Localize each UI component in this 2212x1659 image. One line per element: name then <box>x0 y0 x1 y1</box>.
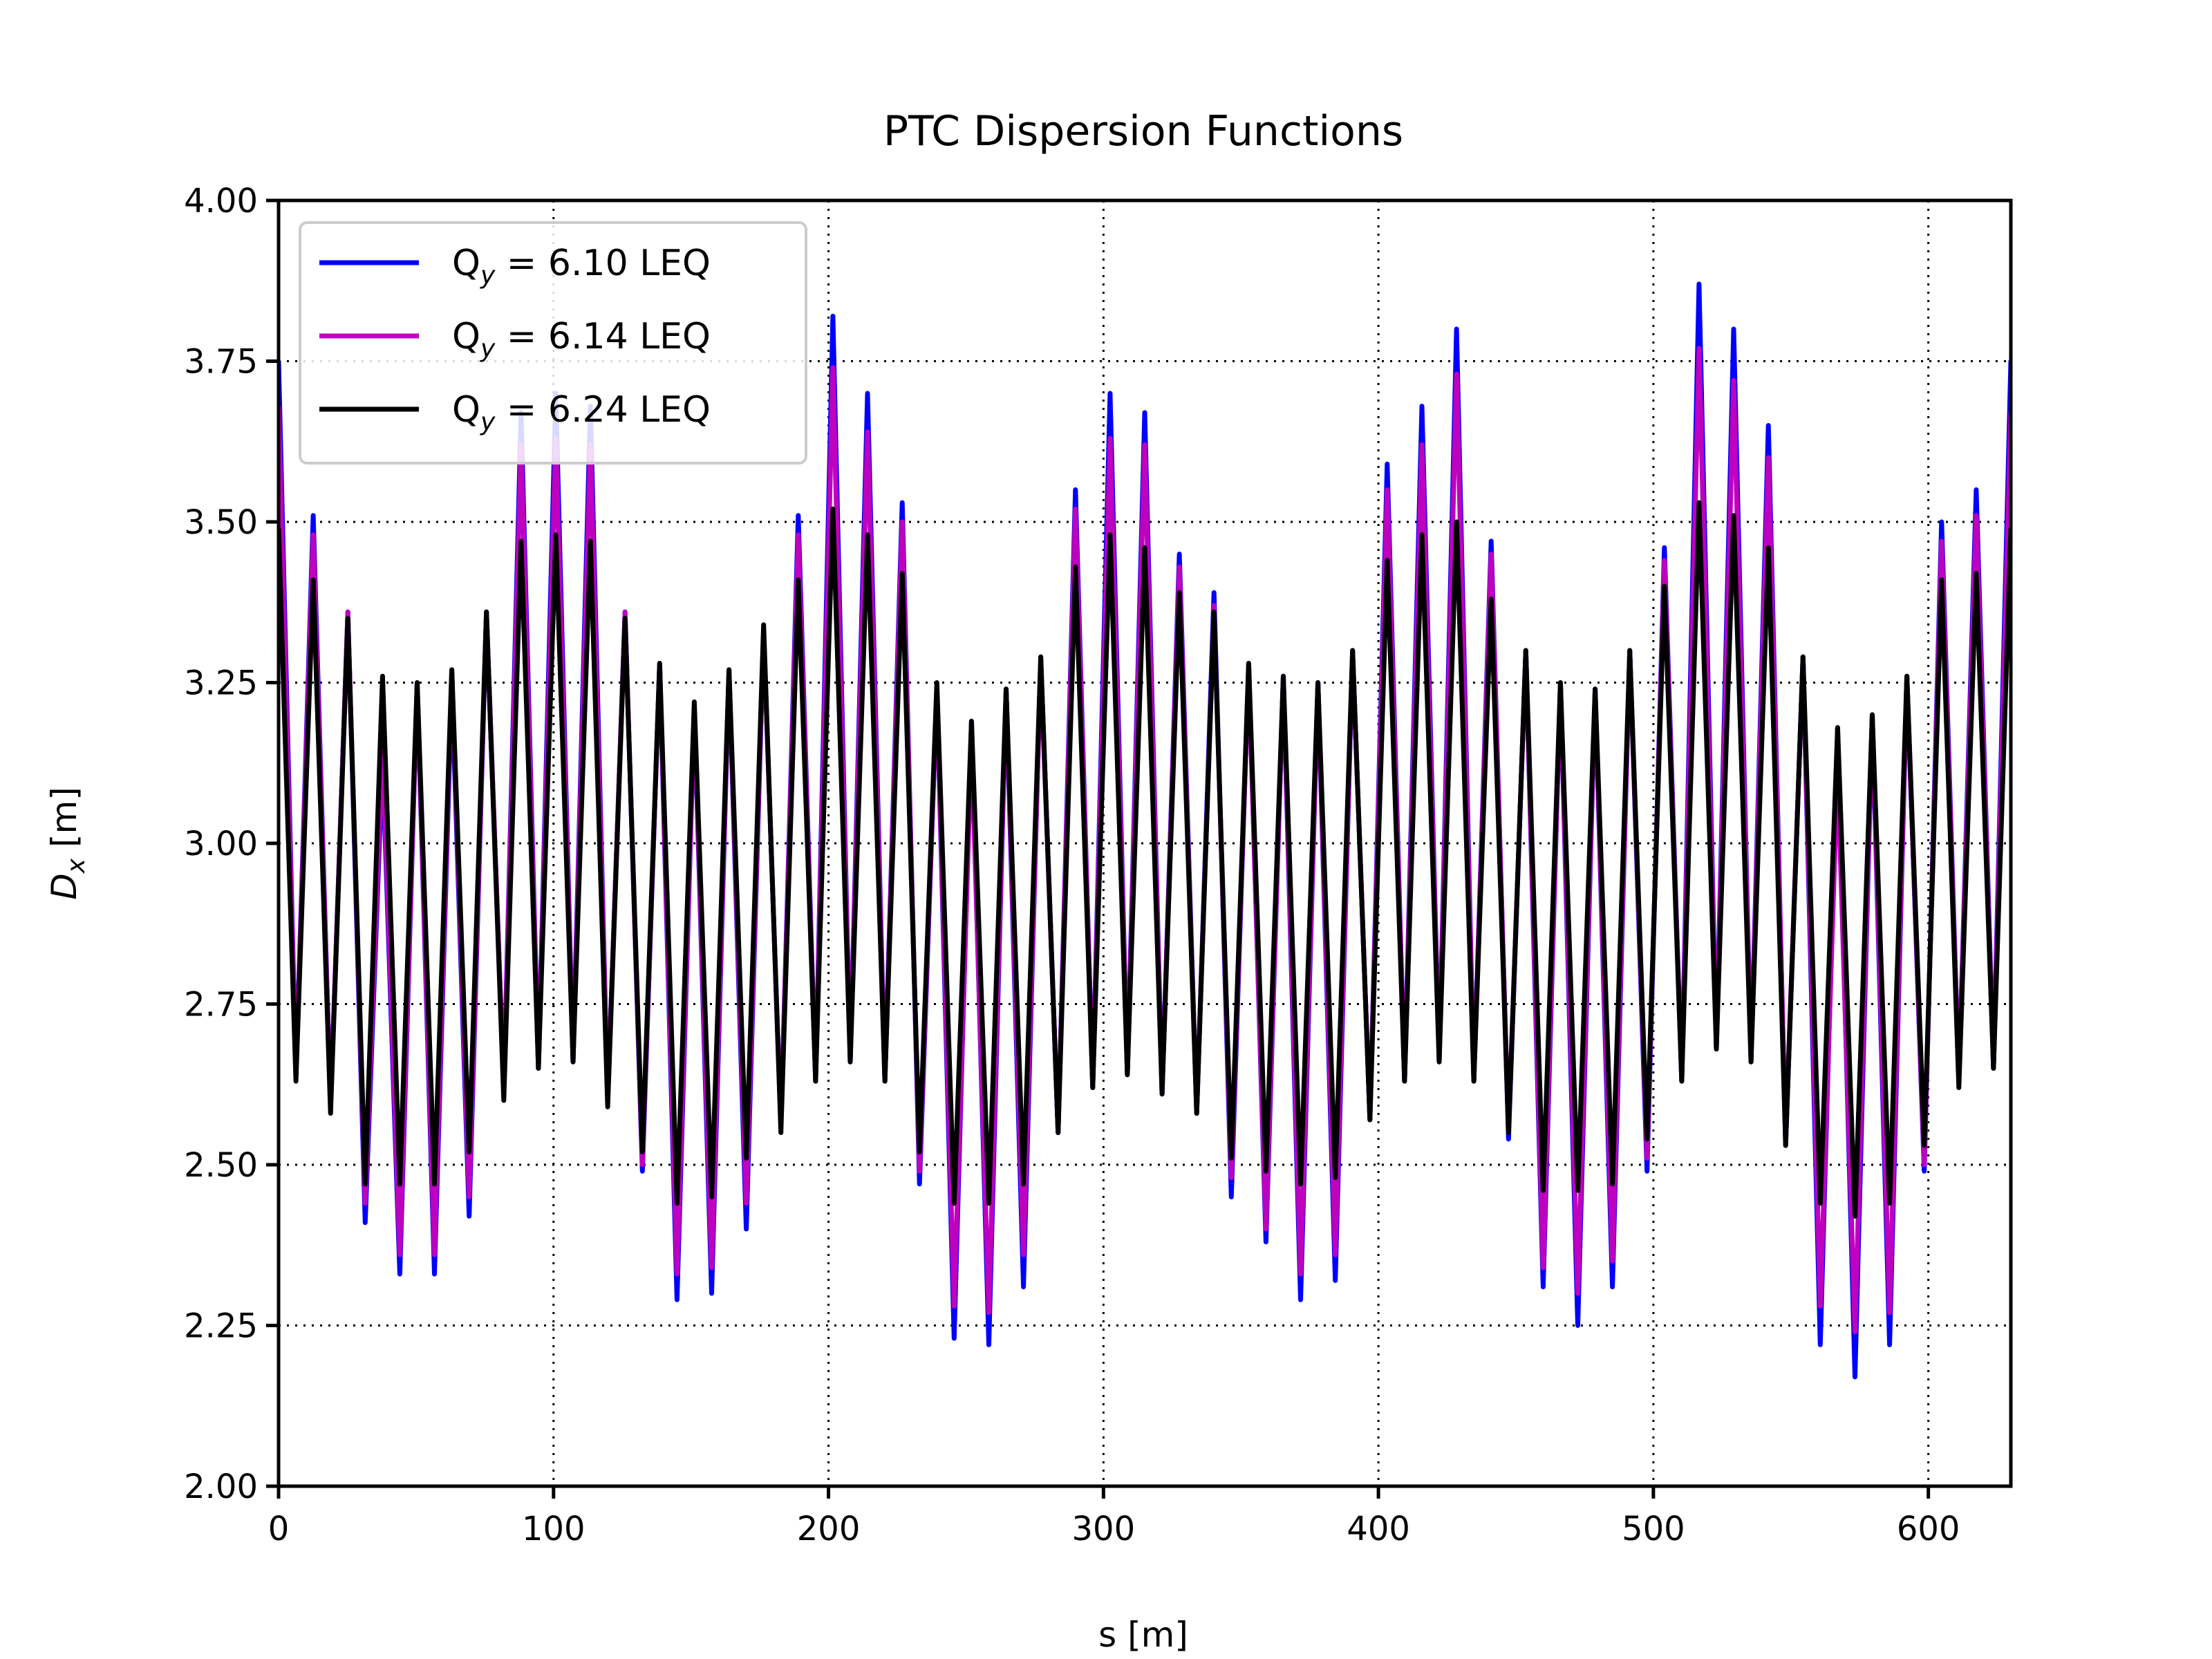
y-tick-label: 2.25 <box>184 1307 258 1346</box>
y-tick-label: 2.75 <box>184 986 258 1024</box>
y-tick-label: 2.50 <box>184 1146 258 1185</box>
y-axis-label-unit: [m] <box>44 787 84 859</box>
x-tick-label: 300 <box>1072 1510 1136 1548</box>
x-axis-ticks: 0 100 200 300 400 500 600 <box>268 1486 1960 1548</box>
y-axis-label-sub: x <box>62 858 91 874</box>
y-axis-label: Dx [m] <box>44 787 91 899</box>
x-tick-label: 500 <box>1622 1510 1685 1548</box>
y-tick-label: 3.75 <box>184 343 258 382</box>
x-tick-label: 600 <box>1897 1510 1960 1548</box>
y-tick-label: 3.00 <box>184 825 258 863</box>
legend-entry-rest: = 6.10 LEQ <box>495 243 711 284</box>
legend-entry-sub: y <box>480 261 496 290</box>
legend-entry-rest: = 6.24 LEQ <box>495 389 711 431</box>
legend-entry-label: Qy = 6.24 LEQ <box>452 389 711 436</box>
legend-entry-base: Q <box>452 316 480 357</box>
x-tick-label: 100 <box>522 1510 585 1548</box>
chart-title: PTC Dispersion Functions <box>883 107 1403 156</box>
series-line <box>279 500 2011 1219</box>
legend-entry-label: Qy = 6.14 LEQ <box>452 316 711 363</box>
legend-entry-rest: = 6.14 LEQ <box>495 316 711 357</box>
y-tick-label: 3.50 <box>184 503 258 542</box>
y-tick-label: 4.00 <box>184 182 258 221</box>
legend-entry-base: Q <box>452 243 480 284</box>
legend-entry-sub: y <box>480 335 496 363</box>
x-tick-label: 400 <box>1347 1510 1410 1548</box>
x-tick-label: 0 <box>268 1510 290 1548</box>
legend-entry-label: Qy = 6.10 LEQ <box>452 243 711 290</box>
legend-entry-base: Q <box>452 389 480 431</box>
legend-entry-sub: y <box>480 408 496 436</box>
y-axis-label-base: D <box>44 873 84 900</box>
y-tick-label: 2.00 <box>184 1468 258 1506</box>
series-lines <box>279 281 2011 1380</box>
y-axis-ticks: 2.00 2.25 2.50 2.75 3.00 3.25 3.50 3.75 4.00 <box>184 182 279 1506</box>
legend-box <box>299 221 807 465</box>
x-axis-label: s [m] <box>1098 1615 1188 1655</box>
x-tick-label: 200 <box>797 1510 861 1548</box>
y-tick-label: 3.25 <box>184 664 258 703</box>
